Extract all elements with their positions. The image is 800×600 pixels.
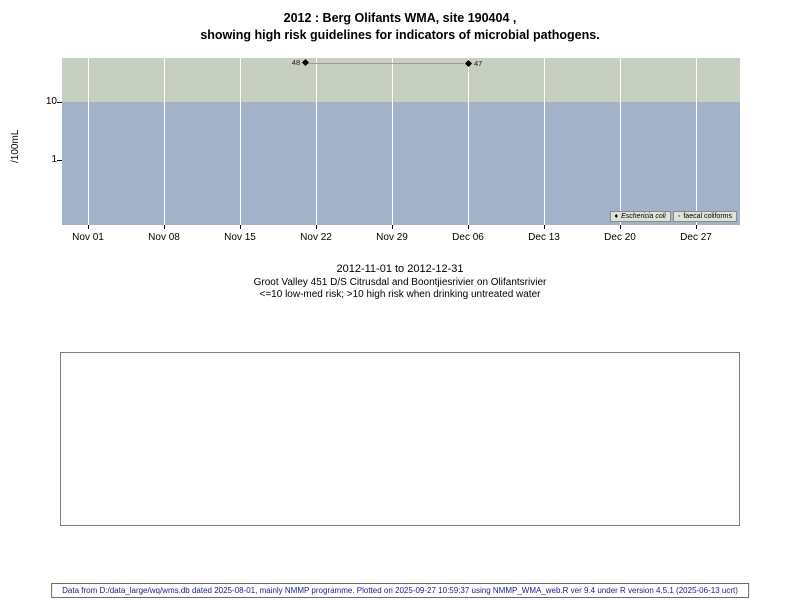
x-tick-label: Dec 27 [680, 232, 712, 243]
x-tick-label: Nov 08 [148, 232, 180, 243]
x-tick-label: Dec 06 [452, 232, 484, 243]
x-axis-tick [240, 225, 241, 229]
data-point-label: 48 [291, 58, 301, 68]
caption-date-range: 2012-11-01 to 2012-12-31 [336, 263, 464, 275]
empty-panel [60, 352, 740, 526]
plot-area: ♦ Eschericia coli ◦ faecal coliforms Nov… [46, 58, 740, 243]
x-axis-tick [316, 225, 317, 229]
series-line [309, 62, 464, 64]
x-axis-tick [392, 225, 393, 229]
y-axis-tick [57, 102, 62, 103]
gridline [391, 58, 393, 225]
legend: ♦ Eschericia coli ◦ faecal coliforms [609, 211, 737, 222]
chart-title: 2012 : Berg Olifants WMA, site 190404 , … [0, 10, 800, 44]
chart-title-line2: showing high risk guidelines for indicat… [200, 28, 600, 42]
x-axis-tick [544, 225, 545, 229]
caption: 2012-11-01 to 2012-12-31 Groot Valley 45… [0, 263, 800, 301]
legend-label-faecal-coliforms: faecal coliforms [683, 213, 732, 220]
caption-risk-note: <=10 low-med risk; >10 high risk when dr… [259, 289, 541, 300]
diamond-marker-icon: ♦ [614, 213, 619, 220]
x-tick-label: Nov 22 [300, 232, 332, 243]
gridline [239, 58, 241, 225]
x-tick-label: Nov 29 [376, 232, 408, 243]
low-med-risk-band [62, 102, 740, 225]
gridline [619, 58, 621, 225]
footer-note: Data from D:/data_large/wq/wms.db dated … [51, 583, 749, 598]
data-point-label: 47 [474, 59, 483, 69]
gridline [87, 58, 89, 225]
gridline [467, 58, 469, 225]
y-tick-label: 10 [45, 96, 57, 107]
x-tick-label: Nov 01 [72, 232, 104, 243]
x-tick-label: Dec 13 [528, 232, 560, 243]
chart-title-line1: 2012 : Berg Olifants WMA, site 190404 , [283, 11, 517, 25]
y-tick-label: 1 [51, 154, 57, 165]
y-axis-label: /100mL [10, 129, 21, 163]
gridline [695, 58, 697, 225]
y-axis-tick [57, 160, 62, 161]
gridline [543, 58, 545, 225]
x-axis-tick [164, 225, 165, 229]
x-axis-tick [696, 225, 697, 229]
x-axis-tick [468, 225, 469, 229]
legend-item-ecoli: ♦ Eschericia coli [609, 211, 671, 222]
gridline [315, 58, 317, 225]
gridline [163, 58, 165, 225]
legend-item-faecal-coliforms: ◦ faecal coliforms [672, 211, 737, 222]
x-axis-tick [620, 225, 621, 229]
caption-site-description: Groot Valley 451 D/S Citrusdal and Boont… [253, 277, 547, 288]
circle-marker-icon: ◦ [677, 213, 681, 220]
legend-label-ecoli: Eschericia coli [621, 213, 666, 220]
x-tick-label: Dec 20 [604, 232, 636, 243]
high-risk-band [62, 58, 740, 102]
x-axis-tick [88, 225, 89, 229]
x-tick-label: Nov 15 [224, 232, 256, 243]
